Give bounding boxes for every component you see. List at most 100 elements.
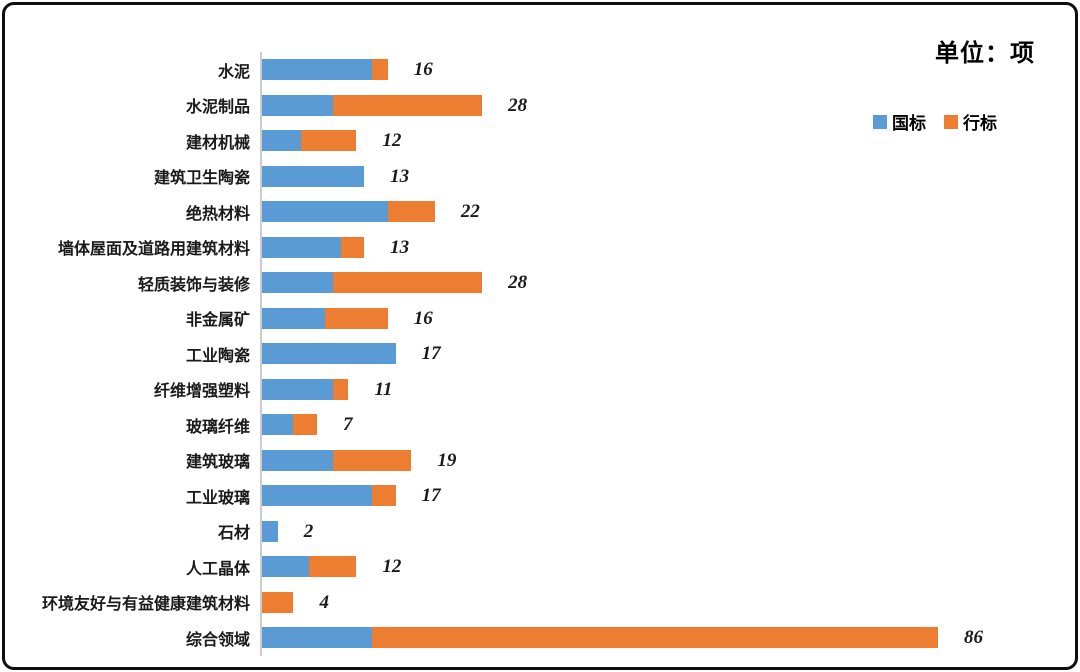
value-label: 17 <box>421 343 441 365</box>
chart-row: 轻质装饰与装修 28 <box>35 265 1061 301</box>
bar-segment-guobiao <box>262 449 333 471</box>
bar-area: 22 <box>260 194 1061 230</box>
chart-row: 玻璃纤维 7 <box>35 407 1061 443</box>
bar-segment-hangbiao <box>372 485 396 507</box>
chart-row: 纤维增强塑料 11 <box>35 371 1061 407</box>
value-label: 13 <box>390 165 410 187</box>
bar-segment-guobiao <box>262 343 396 365</box>
bar-area: 2 <box>260 513 1061 549</box>
unit-title: 单位：项 <box>935 40 1035 67</box>
category-label: 水泥制品 <box>185 99 250 117</box>
chart-row: 工业陶瓷 17 <box>35 336 1061 372</box>
bar-segment-guobiao <box>262 627 373 649</box>
chart-row: 建筑卫生陶瓷 13 <box>35 158 1061 194</box>
category-label: 建筑玻璃 <box>185 454 250 472</box>
bar-segment-guobiao <box>262 236 341 258</box>
bar-segment-hangbiao <box>332 272 483 294</box>
category-label: 玻璃纤维 <box>185 418 250 436</box>
bar-area: 11 <box>260 371 1061 407</box>
chart-row: 综合领域 86 <box>35 620 1061 656</box>
bar-area: 28 <box>260 87 1061 123</box>
bar-area: 19 <box>260 442 1061 478</box>
bar-segment-hangbiao <box>387 201 435 223</box>
bar-segment-hangbiao <box>293 414 318 436</box>
category-label: 绝热材料 <box>185 205 250 223</box>
bar-segment-guobiao <box>262 165 365 187</box>
bar-segment-hangbiao <box>324 307 388 329</box>
bar-area: 12 <box>260 123 1061 159</box>
chart-row: 建材机械 12 <box>35 123 1061 159</box>
category-label: 水泥 <box>217 63 250 81</box>
bar-segment-hangbiao <box>262 591 294 613</box>
bar-area: 28 <box>260 265 1061 301</box>
bar-segment-guobiao <box>262 556 310 578</box>
category-label: 墙体屋面及道路用建筑材料 <box>57 241 250 259</box>
chart-row: 石材 2 <box>35 513 1061 549</box>
category-label: 建筑卫生陶瓷 <box>153 170 250 188</box>
category-label: 石材 <box>217 525 250 543</box>
category-label: 非金属矿 <box>185 312 250 330</box>
category-label: 纤维增强塑料 <box>153 383 250 401</box>
bar-area: 16 <box>260 300 1061 336</box>
value-label: 19 <box>437 449 457 471</box>
value-label: 17 <box>421 485 441 507</box>
bar-area: 17 <box>260 336 1061 372</box>
value-label: 12 <box>382 556 402 578</box>
bar-segment-hangbiao <box>309 556 357 578</box>
legend-swatch-hangbiao-icon <box>944 114 958 129</box>
chart-row: 水泥 16 <box>35 52 1061 88</box>
value-label: 11 <box>374 378 393 400</box>
category-label: 轻质装饰与装修 <box>137 276 250 294</box>
category-label: 建材机械 <box>185 134 250 152</box>
bar-segment-hangbiao <box>372 59 388 81</box>
bar-segment-guobiao <box>262 307 325 329</box>
legend-swatch-guobiao-icon <box>873 114 887 129</box>
value-label: 28 <box>508 94 528 116</box>
legend-item-guobiao: 国标 <box>873 109 926 134</box>
chart-legend: 国标 行标 <box>873 109 997 134</box>
category-label: 工业陶瓷 <box>185 347 250 365</box>
bar-segment-guobiao <box>262 130 302 152</box>
chart-row: 人工晶体 12 <box>35 549 1061 585</box>
bar-area: 7 <box>260 407 1061 443</box>
chart-row: 工业玻璃 17 <box>35 478 1061 514</box>
bar-segment-guobiao <box>262 485 373 507</box>
category-label: 环境友好与有益健康建筑材料 <box>41 596 250 614</box>
bar-area: 12 <box>260 549 1061 585</box>
legend-label-hangbiao: 行标 <box>963 114 997 133</box>
legend-item-hangbiao: 行标 <box>944 109 997 134</box>
category-label: 综合领域 <box>185 631 250 649</box>
chart-row: 非金属矿 16 <box>35 300 1061 336</box>
chart-row: 环境友好与有益健康建筑材料 4 <box>35 584 1061 620</box>
value-label: 16 <box>413 307 433 329</box>
bar-segment-hangbiao <box>301 130 357 152</box>
bar-segment-guobiao <box>262 378 333 400</box>
bar-segment-hangbiao <box>340 236 365 258</box>
bar-segment-hangbiao <box>372 627 938 649</box>
category-label: 工业玻璃 <box>185 489 250 507</box>
legend-label-guobiao: 国标 <box>892 114 926 133</box>
bar-area: 16 <box>260 52 1061 88</box>
bar-area: 4 <box>260 584 1061 620</box>
bar-segment-guobiao <box>262 520 278 542</box>
bar-segment-guobiao <box>262 201 388 223</box>
value-label: 12 <box>382 130 402 152</box>
bar-area: 17 <box>260 478 1061 514</box>
value-label: 13 <box>390 236 410 258</box>
bar-segment-guobiao <box>262 414 294 436</box>
bar-segment-guobiao <box>262 272 333 294</box>
bar-area: 86 <box>260 620 1061 656</box>
value-label: 86 <box>963 627 983 649</box>
bar-area: 13 <box>260 158 1061 194</box>
value-label: 2 <box>303 520 314 542</box>
value-label: 4 <box>319 591 329 613</box>
value-label: 28 <box>508 272 528 294</box>
category-label: 人工晶体 <box>185 560 250 578</box>
bar-segment-hangbiao <box>332 378 349 400</box>
value-label: 16 <box>413 59 433 81</box>
chart-row: 墙体屋面及道路用建筑材料 13 <box>35 229 1061 265</box>
chart-row: 建筑玻璃 19 <box>35 442 1061 478</box>
value-label: 7 <box>343 414 353 436</box>
